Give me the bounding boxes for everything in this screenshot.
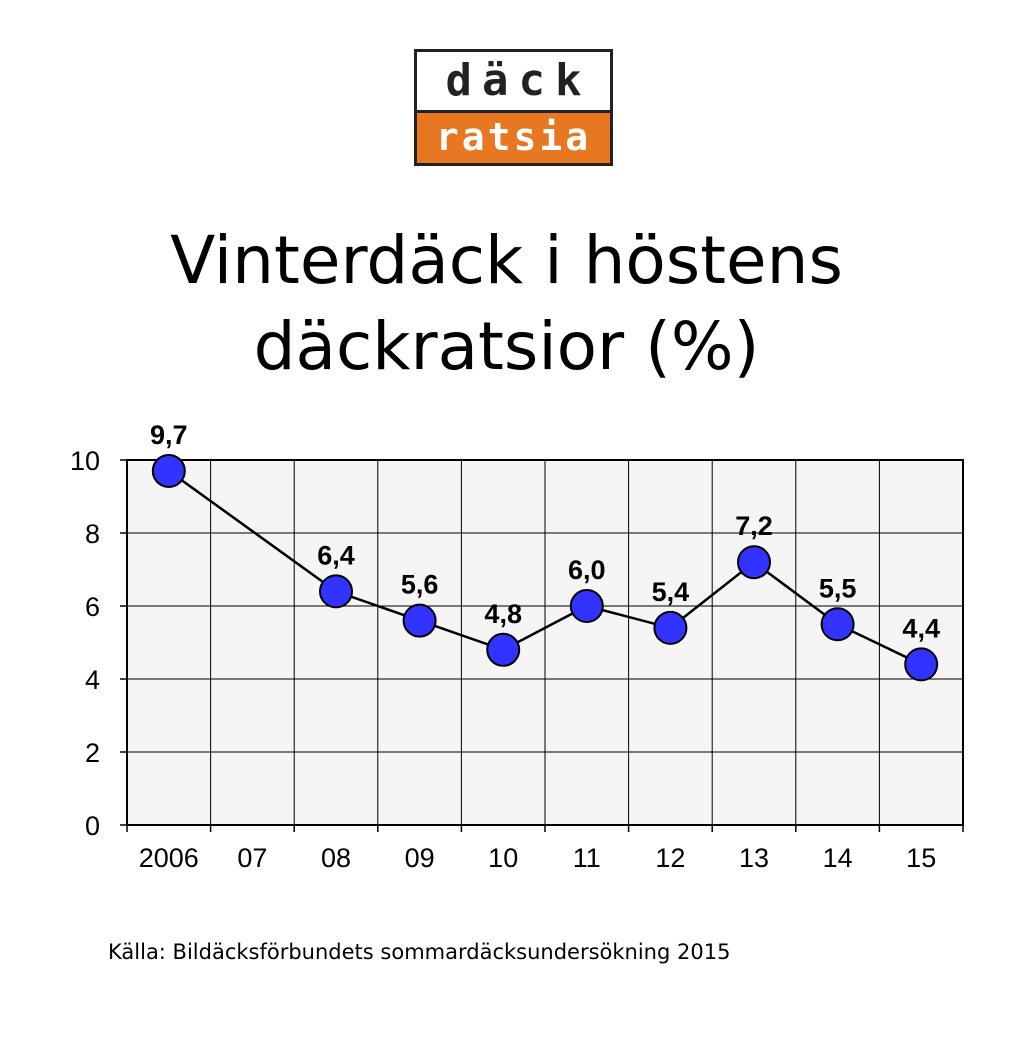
data-label: 5,6 [401, 570, 439, 600]
data-point [653, 610, 688, 645]
y-tick-label: 0 [85, 811, 100, 841]
data-label: 4,4 [902, 613, 940, 643]
y-tick-labels: 0 2 4 6 8 10 [70, 446, 100, 841]
axes [120, 459, 964, 832]
data-point [486, 632, 521, 667]
y-tick-label: 6 [85, 592, 100, 622]
chart-title-line-1: Vinterdäck i höstens [170, 222, 843, 299]
plot-frame [126, 459, 964, 826]
x-tick-label: 11 [573, 843, 601, 873]
data-label: 6,4 [317, 540, 355, 570]
x-tick-label: 15 [906, 843, 936, 873]
x-tick-label: 08 [321, 843, 351, 873]
source-note: Källa: Bildäcksförbundets sommardäcksund… [108, 940, 731, 964]
logo-text-bottom: ratsia [417, 110, 610, 163]
x-tick-labels: 2006 07 08 09 10 11 12 13 14 15 [139, 843, 936, 873]
x-tick-label: 2006 [139, 843, 199, 873]
data-points [151, 453, 939, 682]
x-tick-label: 10 [488, 843, 518, 873]
data-label: 9,7 [150, 420, 188, 450]
chart-title: Vinterdäck i höstens däckratsior (%) [0, 218, 1013, 390]
y-tick-label: 10 [70, 446, 100, 476]
data-point [820, 607, 855, 642]
data-point [319, 574, 353, 609]
data-label: 4,8 [484, 599, 522, 629]
data-label: 5,5 [819, 573, 857, 603]
x-tick-label: 09 [405, 843, 435, 873]
data-point [151, 453, 186, 488]
data-point [904, 647, 939, 682]
data-label: 5,4 [652, 577, 690, 607]
daeckratsia-logo: däck ratsia [414, 49, 613, 166]
grid-lines [127, 459, 963, 825]
y-tick-label: 2 [85, 738, 100, 768]
x-tick-label: 07 [237, 843, 267, 873]
logo-text-top: däck [445, 55, 592, 106]
data-label: 6,0 [568, 555, 606, 585]
line-chart: 0 2 4 6 8 10 2006 07 08 09 10 11 12 13 14 15 9,7 6,4 5,6… [70, 420, 964, 873]
data-point [737, 545, 771, 580]
data-point [402, 603, 437, 638]
data-point [569, 589, 604, 623]
data-labels: 9,7 6,4 5,6 4,8 6,0 5,4 7,2 5,5 4,4 [150, 420, 940, 643]
x-tick-label: 12 [655, 843, 685, 873]
y-tick-label: 4 [85, 665, 100, 695]
y-tick-label: 8 [85, 519, 100, 549]
x-tick-label: 13 [739, 843, 769, 873]
chart-title-line-2: däckratsior (%) [253, 308, 760, 385]
x-tick-label: 14 [823, 843, 853, 873]
data-label: 7,2 [735, 511, 773, 541]
